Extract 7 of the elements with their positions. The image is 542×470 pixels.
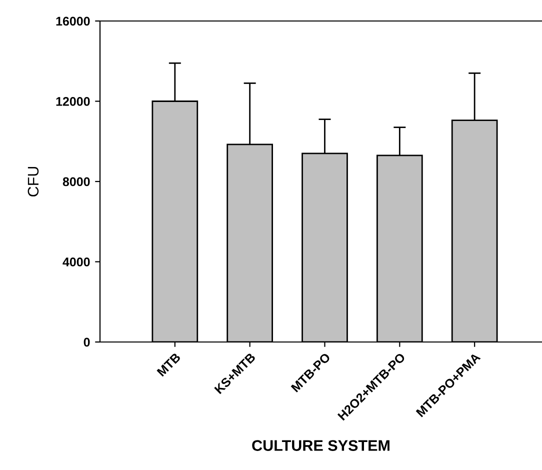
y-tick-label: 16000	[56, 16, 90, 26]
y-tick-label: 12000	[56, 97, 90, 106]
y-tick-label: 4000	[62, 258, 90, 266]
y-tick-label: 0	[84, 338, 90, 347]
x-axis-title: CULTURE SYSTEM	[252, 440, 390, 451]
y-tick-label: 8000	[62, 177, 90, 186]
y-axis-title: CFU	[28, 166, 39, 196]
